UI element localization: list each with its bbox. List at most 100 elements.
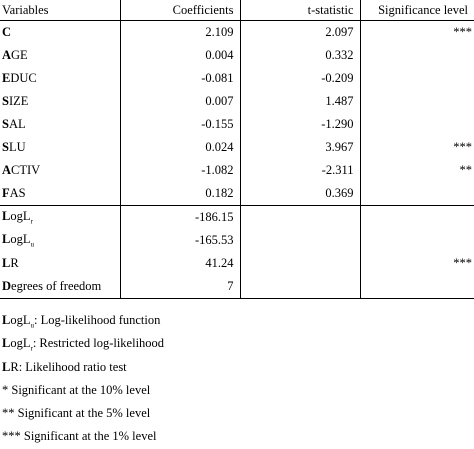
stat-value: -165.53 xyxy=(120,229,241,252)
table-row: ACTIV -1.082 -2.311 ** xyxy=(0,159,474,182)
stat-value: 41.24 xyxy=(120,252,241,275)
label-initial: L xyxy=(2,256,11,270)
note-initial: L xyxy=(2,336,11,351)
header-variables: Variables xyxy=(0,0,121,21)
label-rest: ogL xyxy=(10,209,31,224)
note-text: : Likelihood ratio test xyxy=(18,359,127,374)
t-statistic-value: 0.332 xyxy=(240,44,361,67)
label-rest: R xyxy=(10,256,19,270)
note-subscript: u xyxy=(30,321,34,330)
stat-name: LogLr xyxy=(0,205,121,229)
stat-row: LogLu -165.53 xyxy=(0,229,474,252)
label-rest: ogL xyxy=(10,232,31,247)
label-rest: CTIV xyxy=(11,163,41,177)
stat-significance xyxy=(360,229,474,252)
significance-stars: *** xyxy=(453,140,472,154)
label-initial: F xyxy=(2,186,10,200)
note-term: * Significant at the 10% level xyxy=(2,382,151,397)
note-line: *** Significant at the 1% level xyxy=(2,425,472,448)
t-statistic-value: -0.209 xyxy=(240,67,361,90)
note-line: ** Significant at the 5% level xyxy=(2,402,472,425)
table-row: AGE 0.004 0.332 xyxy=(0,44,474,67)
significance-stars: ** xyxy=(459,163,473,177)
note-line: LogLu: Log-likelihood function xyxy=(2,309,472,332)
label-subscript: u xyxy=(30,240,34,249)
stat-value: 7 xyxy=(120,275,241,299)
coefficient-value: -0.155 xyxy=(120,113,241,136)
coefficient-value: 0.182 xyxy=(120,182,241,206)
note-subscript: r xyxy=(30,344,33,353)
header-coefficients: Coefficients xyxy=(120,0,241,21)
label-initial: S xyxy=(2,94,9,108)
table-row: EDUC -0.081 -0.209 xyxy=(0,67,474,90)
stat-significance xyxy=(360,205,474,229)
stat-empty-cell xyxy=(240,275,361,299)
table-row: SIZE 0.007 1.487 xyxy=(0,90,474,113)
stat-empty-cell xyxy=(240,229,361,252)
stat-value: -186.15 xyxy=(120,205,241,229)
note-term: *** Significant at the 1% level xyxy=(2,429,157,444)
label-initial: S xyxy=(2,140,9,154)
variable-name: C xyxy=(0,20,121,44)
label-rest: IZE xyxy=(8,94,29,108)
stat-row: LR 41.24 *** xyxy=(0,252,474,275)
label-initial: A xyxy=(2,48,12,62)
label-initial: L xyxy=(2,232,11,247)
coefficient-value: 0.004 xyxy=(120,44,241,67)
stat-significance: *** xyxy=(453,256,472,270)
coefficient-value: 0.024 xyxy=(120,136,241,159)
significance-stars xyxy=(360,182,474,206)
stat-significance xyxy=(360,275,474,299)
label-rest: GE xyxy=(11,48,28,62)
variable-name: SAL xyxy=(0,113,121,136)
note-initial: L xyxy=(2,313,11,327)
stat-name: LogLu xyxy=(0,229,121,252)
coefficient-value: 2.109 xyxy=(120,20,241,44)
t-statistic-value: -1.290 xyxy=(240,113,361,136)
note-line: LogLr: Restricted log-likelihood xyxy=(2,332,472,355)
label-rest: AS xyxy=(9,186,26,200)
variable-name: ACTIV xyxy=(0,159,121,182)
table-row: SAL -0.155 -1.290 xyxy=(0,113,474,136)
variable-name: SIZE xyxy=(0,90,121,113)
t-statistic-value: -2.311 xyxy=(240,159,361,182)
note-line: LR: Likelihood ratio test xyxy=(2,356,472,379)
header-row: Variables Coefficients t-statistic Signi… xyxy=(0,0,474,21)
note-initial: L xyxy=(2,359,11,374)
significance-stars xyxy=(360,44,474,67)
table-notes: LogLu: Log-likelihood function LogLr: Res… xyxy=(2,309,472,449)
label-rest: DUC xyxy=(10,71,37,85)
table-row: C 2.109 2.097 *** xyxy=(0,20,474,44)
variable-name: SLU xyxy=(0,136,121,159)
t-statistic-value: 0.369 xyxy=(240,182,361,206)
note-text: : Restricted log-likelihood xyxy=(32,336,165,351)
label-initial: S xyxy=(2,117,9,131)
regression-table: Variables Coefficients t-statistic Signi… xyxy=(0,0,474,299)
variable-name: AGE xyxy=(0,44,121,67)
significance-stars xyxy=(360,113,474,136)
coefficient-value: -1.082 xyxy=(120,159,241,182)
t-statistic-value: 2.097 xyxy=(240,20,361,44)
table-row: FAS 0.182 0.369 xyxy=(0,182,474,206)
variable-name: EDUC xyxy=(0,67,121,90)
stat-empty-cell xyxy=(240,252,361,275)
label-rest: LU xyxy=(8,140,26,154)
note-line: * Significant at the 10% level xyxy=(2,379,472,402)
note-text: : Log-likelihood function xyxy=(33,313,161,327)
label-subscript: r xyxy=(30,217,33,226)
stat-empty-cell xyxy=(240,205,361,229)
stat-name: LR xyxy=(0,252,121,275)
label-initial: D xyxy=(2,279,12,293)
label-rest: AL xyxy=(8,117,26,131)
note-term: ogL xyxy=(10,313,31,327)
significance-stars: *** xyxy=(453,25,472,39)
t-statistic-value: 1.487 xyxy=(240,90,361,113)
header-t-statistic: t-statistic xyxy=(240,0,361,21)
significance-stars xyxy=(360,67,474,90)
label-initial: L xyxy=(2,209,11,224)
table-row: SLU 0.024 3.967 *** xyxy=(0,136,474,159)
label-initial: A xyxy=(2,163,12,177)
label-initial: C xyxy=(2,25,12,39)
stat-name: Degrees of freedom xyxy=(0,275,121,299)
note-term: R xyxy=(10,359,19,374)
